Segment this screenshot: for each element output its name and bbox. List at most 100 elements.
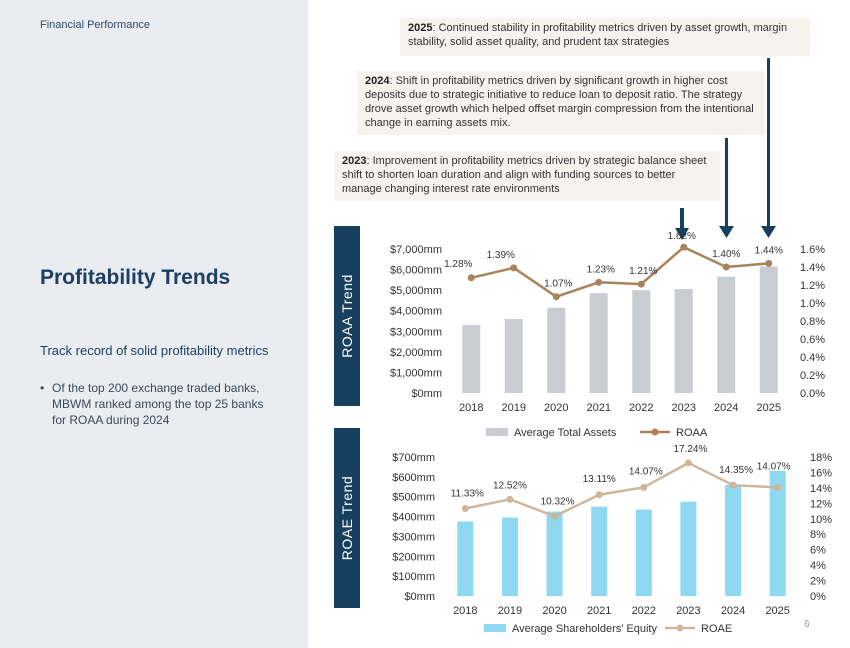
- roaa-point-2021: [595, 278, 603, 286]
- roaa-point-2019: [510, 264, 518, 272]
- roaa-left-tick: $1,000mm: [390, 367, 442, 379]
- roaa-data-label: 1.40%: [712, 249, 740, 260]
- roaa-point-2022: [637, 280, 645, 288]
- roaa-x-tick: 2025: [757, 402, 781, 414]
- roae-right-tick: 12%: [810, 498, 832, 510]
- roaa-x-tick: 2023: [672, 402, 696, 414]
- callout-2023-text: : Improvement in profitability metrics d…: [342, 155, 707, 195]
- roaa-x-tick: 2024: [714, 402, 738, 414]
- roaa-point-2020: [552, 293, 560, 301]
- roaa-point-2025: [765, 259, 773, 267]
- roaa-legend-bar-label: Average Total Assets: [514, 427, 617, 439]
- bullet-text: Of the top 200 exchange traded banks, MB…: [52, 381, 264, 427]
- callout-2025: 2025: Continued stability in profitabili…: [400, 18, 810, 56]
- roae-bar-2022: [635, 509, 652, 596]
- roaa-left-tick: $0mm: [411, 388, 442, 400]
- roaa-left-tick: $4,000mm: [390, 306, 442, 318]
- roaa-left-tick: $3,000mm: [390, 326, 442, 338]
- roae-left-tick: $0mm: [404, 591, 435, 603]
- roaa-right-tick: 0.2%: [800, 370, 825, 382]
- callout-2025-text: : Continued stability in profitability m…: [408, 22, 788, 48]
- roae-point-2019: [506, 495, 514, 503]
- roaa-data-label: 1.28%: [444, 259, 472, 270]
- roaa-point-2023: [680, 243, 688, 251]
- roaa-right-tick: 1.2%: [800, 280, 825, 292]
- roaa-point-2024: [722, 263, 730, 271]
- roae-data-label: 17.24%: [673, 444, 707, 455]
- roae-left-tick: $200mm: [392, 551, 435, 563]
- roae-x-tick: 2020: [542, 605, 566, 617]
- roae-data-label: 13.11%: [583, 474, 616, 485]
- roae-left-tick: $100mm: [392, 571, 435, 583]
- roae-data-label: 11.33%: [451, 489, 484, 500]
- roae-x-tick: 2023: [676, 605, 700, 617]
- roae-data-label: 12.52%: [493, 480, 527, 491]
- roae-data-label: 14.35%: [719, 465, 753, 476]
- callout-2023-year: 2023: [342, 155, 367, 167]
- roae-line: [465, 461, 778, 518]
- roaa-right-tick: 1.4%: [800, 262, 825, 274]
- roae-x-tick: 2022: [632, 605, 656, 617]
- roae-left-tick: $500mm: [392, 492, 435, 504]
- roaa-data-label: 1.62%: [668, 231, 696, 242]
- roaa-right-tick: 0.0%: [800, 388, 825, 400]
- bullet-marker: •: [40, 381, 45, 395]
- roae-legend-line-label: ROAE: [701, 623, 732, 635]
- roaa-data-label: 1.39%: [487, 250, 515, 261]
- roae-legend-line-marker: [676, 624, 684, 632]
- roae-x-tick: 2019: [498, 605, 522, 617]
- callout-2023: 2023: Improvement in profitability metri…: [334, 151, 720, 201]
- roae-bar-2020: [546, 511, 563, 596]
- roae-point-2020: [551, 512, 559, 520]
- roae-x-tick: 2025: [765, 605, 789, 617]
- roaa-x-tick: 2018: [459, 402, 483, 414]
- roae-data-label: 14.07%: [757, 461, 791, 472]
- callout-2024-year: 2024: [365, 75, 390, 87]
- roae-right-tick: 16%: [810, 467, 832, 479]
- roaa-bar-2024: [717, 276, 736, 393]
- roaa-right-tick: 1.6%: [800, 244, 825, 256]
- roae-point-2023: [684, 459, 692, 467]
- page-number: 6: [804, 619, 810, 630]
- roae-point-2025: [774, 483, 782, 491]
- roaa-right-tick: 1.0%: [800, 298, 825, 310]
- roae-right-tick: 10%: [810, 514, 832, 526]
- roaa-x-tick: 2020: [544, 402, 568, 414]
- roae-left-tick: $700mm: [392, 452, 435, 464]
- page-title: Profitability Trends: [40, 266, 231, 289]
- roaa-data-label: 1.44%: [755, 245, 783, 256]
- roae-right-tick: 18%: [810, 452, 832, 464]
- roaa-bar-2019: [504, 318, 523, 393]
- roaa-x-tick: 2019: [502, 402, 526, 414]
- roae-point-2018: [461, 505, 469, 513]
- callout-2025-year: 2025: [408, 22, 433, 34]
- roaa-line: [470, 245, 769, 299]
- roaa-left-tick: $2,000mm: [390, 347, 442, 359]
- roaa-bar-2020: [547, 307, 566, 393]
- roae-legend-bar-label: Average Shareholders' Equity: [512, 623, 657, 635]
- roaa-right-tick: 0.4%: [800, 352, 825, 364]
- roae-right-tick: 0%: [810, 591, 826, 603]
- roae-bar-2024: [725, 484, 742, 596]
- roae-data-label: 10.32%: [541, 496, 575, 507]
- roaa-legend-bar-swatch: [486, 428, 508, 436]
- roae-x-tick: 2021: [587, 605, 611, 617]
- roae-bar-2025: [769, 470, 786, 596]
- roaa-legend-line-marker: [651, 428, 659, 436]
- left-panel: [0, 0, 308, 648]
- roaa-data-label: 1.23%: [587, 264, 615, 275]
- roaa-legend-line-label: ROAA: [676, 427, 708, 439]
- roae-legend-bar-swatch: [484, 624, 506, 632]
- roae-right-tick: 14%: [810, 483, 832, 495]
- roaa-bar-2023: [674, 289, 693, 393]
- roae-bar-2018: [457, 521, 474, 596]
- section-label: Financial Performance: [40, 19, 151, 31]
- roae-x-tick: 2018: [453, 605, 477, 617]
- roae-right-tick: 8%: [810, 529, 826, 541]
- roae-x-tick: 2024: [721, 605, 745, 617]
- roae-point-2024: [729, 481, 737, 489]
- roae-tab: ROAE Trend: [334, 428, 360, 608]
- roaa-bar-2025: [759, 266, 778, 393]
